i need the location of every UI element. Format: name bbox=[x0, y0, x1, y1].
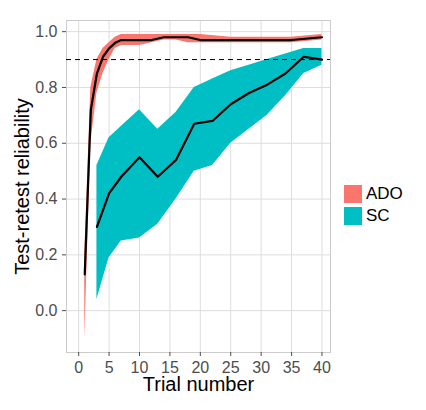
svg-text:0.2: 0.2 bbox=[35, 246, 57, 263]
svg-text:15: 15 bbox=[161, 358, 179, 376]
svg-text:35: 35 bbox=[283, 359, 301, 376]
svg-text:0.0: 0.0 bbox=[35, 302, 57, 319]
svg-text:0.8: 0.8 bbox=[35, 79, 57, 96]
svg-text:25: 25 bbox=[221, 358, 240, 376]
svg-text:0.6: 0.6 bbox=[35, 134, 57, 151]
svg-text:5: 5 bbox=[105, 359, 114, 376]
html-text:SC: SC bbox=[366, 206, 390, 225]
svg-text:20: 20 bbox=[191, 358, 210, 376]
svg-text:1.0: 1.0 bbox=[35, 23, 57, 40]
svg-text:40: 40 bbox=[313, 359, 331, 376]
svg-text:Test-retest reliability: Test-retest reliability bbox=[11, 98, 33, 275]
svg-text:0: 0 bbox=[74, 359, 83, 376]
svg-text:30: 30 bbox=[252, 359, 270, 376]
svg-text:10: 10 bbox=[130, 358, 149, 376]
svg-text:Trial number: Trial number bbox=[143, 373, 255, 395]
svg-text:0.4: 0.4 bbox=[35, 190, 57, 207]
html-text:ADO: ADO bbox=[366, 184, 403, 203]
